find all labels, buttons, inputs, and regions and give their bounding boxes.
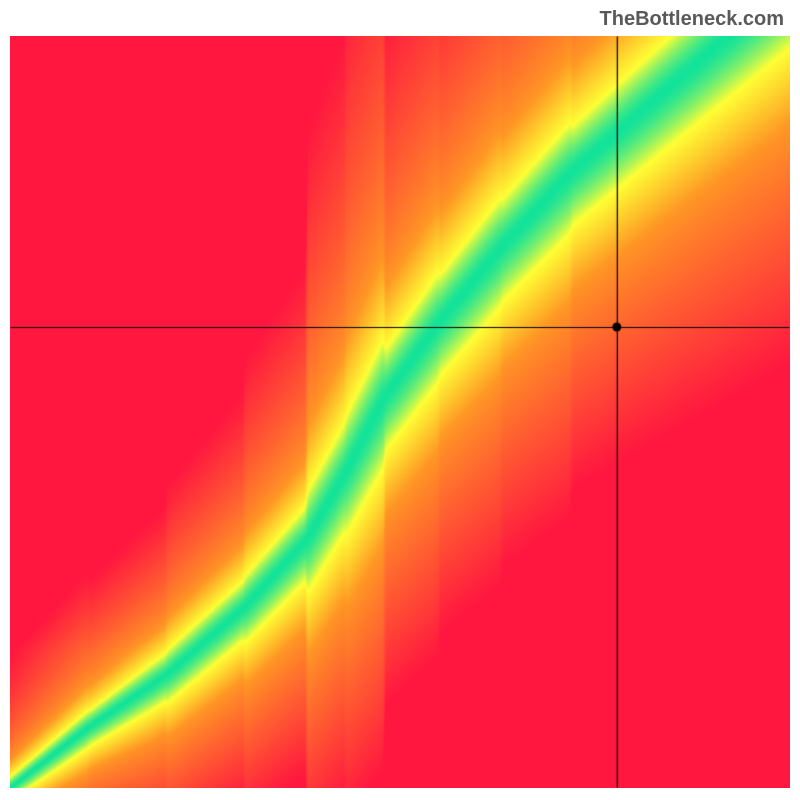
heatmap-plot (10, 36, 790, 788)
chart-container: TheBottleneck.com (0, 0, 800, 800)
heatmap-canvas (10, 36, 790, 788)
watermark-text: TheBottleneck.com (600, 8, 784, 31)
